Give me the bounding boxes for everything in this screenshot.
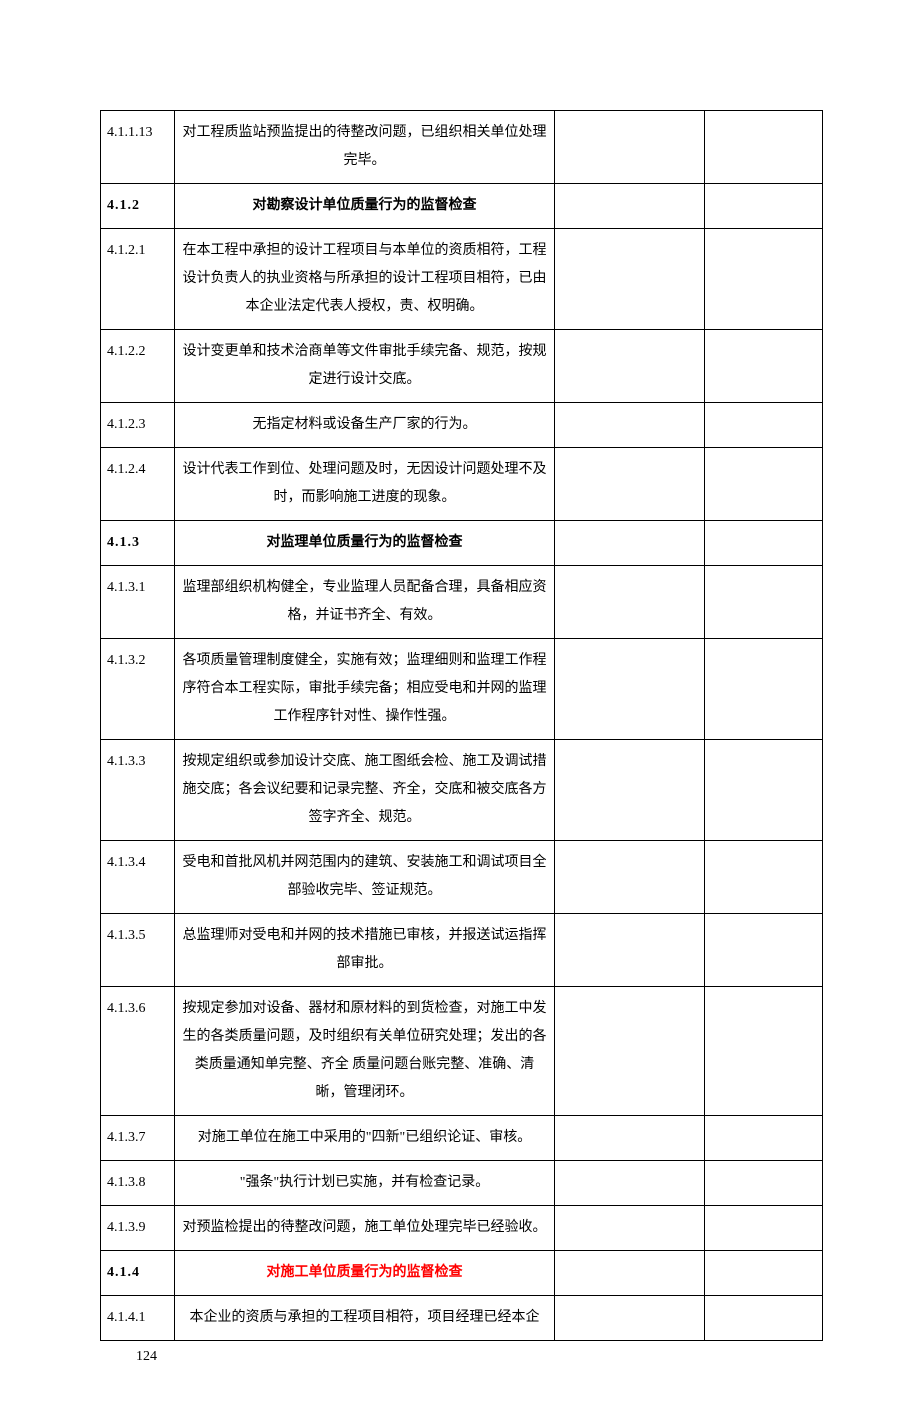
empty-cell [705,1116,823,1161]
row-content: 无指定材料或设备生产厂家的行为。 [175,403,555,448]
row-number: 4.1.2 [101,184,175,229]
row-content: 对预监检提出的待整改问题，施工单位处理完毕已经验收。 [175,1206,555,1251]
empty-cell [705,330,823,403]
empty-cell [555,330,705,403]
row-content: 本企业的资质与承担的工程项目相符，项目经理已经本企 [175,1296,555,1341]
row-number: 4.1.4.1 [101,1296,175,1341]
table-row: 4.1.3.2各项质量管理制度健全，实施有效；监理细则和监理工作程序符合本工程实… [101,639,823,740]
empty-cell [705,448,823,521]
empty-cell [705,521,823,566]
table-row: 4.1.4.1本企业的资质与承担的工程项目相符，项目经理已经本企 [101,1296,823,1341]
row-number: 4.1.2.3 [101,403,175,448]
empty-cell [705,914,823,987]
table-row: 4.1.3.5总监理师对受电和并网的技术措施已审核，并报送试运指挥部审批。 [101,914,823,987]
row-content: 总监理师对受电和并网的技术措施已审核，并报送试运指挥部审批。 [175,914,555,987]
row-content: 按规定组织或参加设计交底、施工图纸会检、施工及调试措施交底；各会议纪要和记录完整… [175,740,555,841]
empty-cell [555,1161,705,1206]
empty-cell [555,1251,705,1296]
table-row: 4.1.4对施工单位质量行为的监督检查 [101,1251,823,1296]
empty-cell [705,403,823,448]
table-row: 4.1.2.1在本工程中承担的设计工程项目与本单位的资质相符，工程设计负责人的执… [101,229,823,330]
row-number: 4.1.3.5 [101,914,175,987]
table-row: 4.1.2.2设计变更单和技术洽商单等文件审批手续完备、规范，按规定进行设计交底… [101,330,823,403]
empty-cell [705,740,823,841]
row-number: 4.1.3.4 [101,841,175,914]
empty-cell [705,841,823,914]
empty-cell [705,1296,823,1341]
table-row: 4.1.2对勘察设计单位质量行为的监督检查 [101,184,823,229]
row-number: 4.1.3.1 [101,566,175,639]
table-row: 4.1.3对监理单位质量行为的监督检查 [101,521,823,566]
empty-cell [555,403,705,448]
row-content: 按规定参加对设备、器材和原材料的到货检查，对施工中发生的各类质量问题，及时组织有… [175,987,555,1116]
empty-cell [555,841,705,914]
table-row: 4.1.3.4受电和首批风机并网范围内的建筑、安装施工和调试项目全部验收完毕、签… [101,841,823,914]
empty-cell [705,184,823,229]
row-content: 对施工单位质量行为的监督检查 [175,1251,555,1296]
table-row: 4.1.3.9对预监检提出的待整改问题，施工单位处理完毕已经验收。 [101,1206,823,1251]
empty-cell [705,987,823,1116]
row-number: 4.1.2.2 [101,330,175,403]
table-row: 4.1.3.8"强条"执行计划已实施，并有检查记录。 [101,1161,823,1206]
row-content: 对勘察设计单位质量行为的监督检查 [175,184,555,229]
row-number: 4.1.3.3 [101,740,175,841]
empty-cell [705,1206,823,1251]
row-content: 各项质量管理制度健全，实施有效；监理细则和监理工作程序符合本工程实际，审批手续完… [175,639,555,740]
empty-cell [555,566,705,639]
empty-cell [555,1296,705,1341]
inspection-table: 4.1.1.13对工程质监站预监提出的待整改问题，已组织相关单位处理完毕。4.1… [100,110,823,1341]
row-number: 4.1.4 [101,1251,175,1296]
empty-cell [555,184,705,229]
row-number: 4.1.3 [101,521,175,566]
row-content: 监理部组织机构健全，专业监理人员配备合理，具备相应资格，并证书齐全、有效。 [175,566,555,639]
row-number: 4.1.3.6 [101,987,175,1116]
row-content: 设计变更单和技术洽商单等文件审批手续完备、规范，按规定进行设计交底。 [175,330,555,403]
table-row: 4.1.3.7对施工单位在施工中采用的"四新"已组织论证、审核。 [101,1116,823,1161]
table-row: 4.1.1.13对工程质监站预监提出的待整改问题，已组织相关单位处理完毕。 [101,111,823,184]
empty-cell [555,448,705,521]
row-number: 4.1.1.13 [101,111,175,184]
row-number: 4.1.3.7 [101,1116,175,1161]
table-row: 4.1.2.3无指定材料或设备生产厂家的行为。 [101,403,823,448]
empty-cell [555,987,705,1116]
empty-cell [705,639,823,740]
empty-cell [555,521,705,566]
empty-cell [705,111,823,184]
row-number: 4.1.2.4 [101,448,175,521]
row-content: 对施工单位在施工中采用的"四新"已组织论证、审核。 [175,1116,555,1161]
row-number: 4.1.3.2 [101,639,175,740]
table-row: 4.1.3.1监理部组织机构健全，专业监理人员配备合理，具备相应资格，并证书齐全… [101,566,823,639]
row-number: 4.1.3.9 [101,1206,175,1251]
row-content: 在本工程中承担的设计工程项目与本单位的资质相符，工程设计负责人的执业资格与所承担… [175,229,555,330]
table-row: 4.1.2.4设计代表工作到位、处理问题及时，无因设计问题处理不及时，而影响施工… [101,448,823,521]
row-content: 对工程质监站预监提出的待整改问题，已组织相关单位处理完毕。 [175,111,555,184]
page-number: 124 [100,1341,820,1365]
empty-cell [555,1206,705,1251]
row-content: 对监理单位质量行为的监督检查 [175,521,555,566]
row-number: 4.1.2.1 [101,229,175,330]
empty-cell [555,914,705,987]
table-row: 4.1.3.3按规定组织或参加设计交底、施工图纸会检、施工及调试措施交底；各会议… [101,740,823,841]
empty-cell [705,229,823,330]
empty-cell [555,639,705,740]
row-content: 受电和首批风机并网范围内的建筑、安装施工和调试项目全部验收完毕、签证规范。 [175,841,555,914]
empty-cell [705,1251,823,1296]
empty-cell [705,1161,823,1206]
empty-cell [555,111,705,184]
row-number: 4.1.3.8 [101,1161,175,1206]
empty-cell [555,229,705,330]
row-content: "强条"执行计划已实施，并有检查记录。 [175,1161,555,1206]
empty-cell [555,740,705,841]
table-row: 4.1.3.6按规定参加对设备、器材和原材料的到货检查，对施工中发生的各类质量问… [101,987,823,1116]
empty-cell [705,566,823,639]
empty-cell [555,1116,705,1161]
row-content: 设计代表工作到位、处理问题及时，无因设计问题处理不及时，而影响施工进度的现象。 [175,448,555,521]
